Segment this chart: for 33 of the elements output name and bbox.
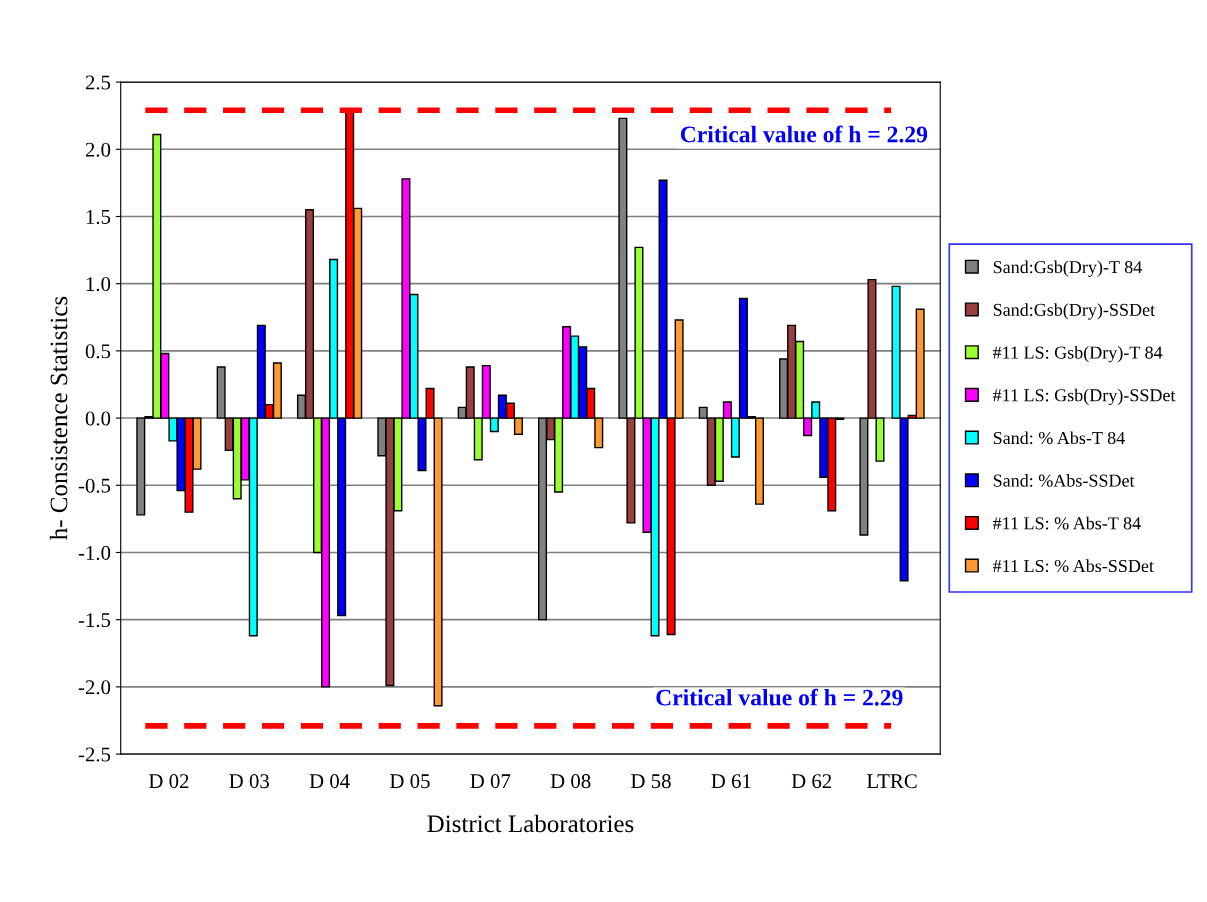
y-tick-label: 2.5 — [85, 75, 111, 90]
annotation: Critical value of h = 2.29 — [656, 688, 903, 706]
legend-label: Sand: % Abs-T 84 — [993, 431, 1125, 445]
y-tick-label: -2.5 — [78, 747, 111, 762]
x-tick-label: D 08 — [550, 774, 591, 789]
legend-label: #11 LS: Gsb(Dry)-SSDet — [992, 388, 1176, 406]
legend-label: #11 LS: % Abs-T 84 — [992, 516, 1141, 530]
x-tick-label: D 04 — [309, 774, 350, 789]
x-tick-label: LTRC — [866, 774, 917, 789]
x-tick-label: D 07 — [470, 774, 511, 789]
y-tick-label: 2.0 — [85, 142, 111, 157]
x-tick-label: D 02 — [148, 774, 189, 789]
y-tick-label: 0.0 — [85, 411, 111, 426]
y-tick-label: -1.0 — [78, 545, 111, 560]
annotation: Critical value of h = 2.29 — [680, 125, 928, 143]
y-tick-label: 0.5 — [85, 344, 111, 359]
legend-label: Sand:Gsb(Dry)-SSDet — [993, 303, 1155, 320]
y-tick-label: 1.5 — [86, 209, 111, 224]
x-tick-label: D 61 — [711, 774, 751, 789]
y-axis-title: h- Consistence Statistics — [49, 296, 68, 541]
legend-label: Sand: %Abs-SSDet — [993, 474, 1135, 487]
x-tick-label: D 03 — [229, 774, 269, 789]
x-tick-label: D 62 — [791, 774, 832, 789]
x-tick-label: D 05 — [390, 774, 430, 789]
y-tick-label: -0.5 — [78, 478, 111, 493]
y-tick-label: -2.0 — [78, 680, 111, 695]
legend-label: #11 LS: % Abs-SSDet — [992, 559, 1154, 573]
legend-label: Sand:Gsb(Dry)-T 84 — [993, 260, 1142, 277]
legend-label: #11 LS: Gsb(Dry)-T 84 — [992, 345, 1163, 363]
y-tick-label: 1.0 — [86, 277, 111, 292]
y-tick-label: -1.5 — [78, 613, 111, 628]
x-axis-title: District Laboratories — [427, 814, 634, 833]
x-tick-label: D 58 — [631, 774, 671, 789]
